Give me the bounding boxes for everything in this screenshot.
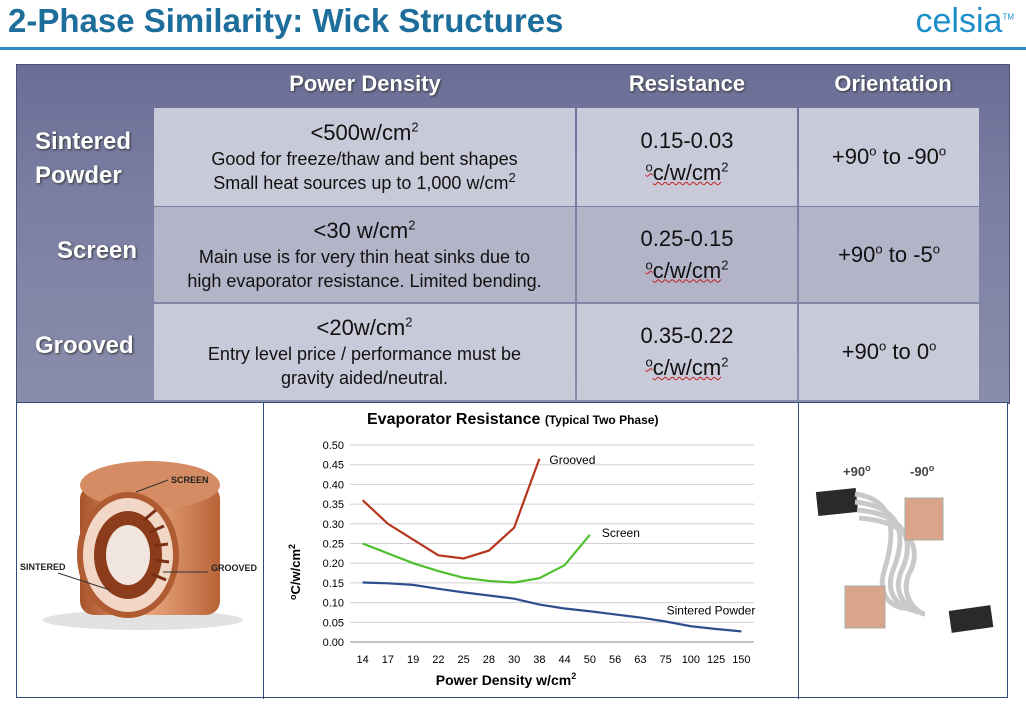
series-label: Sintered Powder xyxy=(667,604,756,618)
series-line-grooved xyxy=(361,458,541,560)
y-tick-label: 0.00 xyxy=(323,637,344,649)
series-label: Screen xyxy=(602,526,640,540)
groove-teeth xyxy=(143,508,170,582)
sintered-leader xyxy=(57,572,111,591)
heatsink-top-left xyxy=(815,487,859,517)
series-line-sintered-powder xyxy=(362,581,742,633)
x-tick-label: 75 xyxy=(660,654,672,666)
chart-series: Grooved Screen Sintered Powder xyxy=(361,453,756,633)
y-tick-labels: 0.00 0.05 0.10 0.15 0.20 0.25 0.30 0.35 0.40 0.45… xyxy=(323,440,344,649)
x-tick-labels: 14 17 19 22 25 28 30 38 44 50 56 63 75 100 125 150 xyxy=(357,654,751,666)
heat-pipe-cutaway-illustration: SCREEN SINTERED GROOVED xyxy=(20,461,258,630)
grooved-orientation-cell: +90o to 0o xyxy=(799,304,979,400)
slide-title: 2-Phase Similarity: Wick Structures xyxy=(8,2,564,39)
x-axis-label: Power Density w/cm2 xyxy=(436,671,576,688)
copper-block-top xyxy=(904,497,944,541)
sintered-density-cell: <500w/cm2 Good for freeze/thaw and bent … xyxy=(154,108,575,206)
x-tick-label: 50 xyxy=(584,654,596,666)
x-tick-label: 44 xyxy=(559,654,571,666)
x-tick-label: 14 xyxy=(357,654,369,666)
y-tick-label: 0.05 xyxy=(323,617,344,629)
sintered-orientation-cell: +90o to -90o xyxy=(799,108,979,206)
x-tick-label: 19 xyxy=(407,654,419,666)
label-grooved: GROOVED xyxy=(211,563,258,573)
y-tick-label: 0.20 xyxy=(323,558,344,570)
screen-resistance-cell: 0.25-0.15 oc/w/cm2 xyxy=(577,207,797,302)
grooved-resistance-cell: 0.35-0.22 oc/w/cm2 xyxy=(577,304,797,400)
y-tick-label: 0.30 xyxy=(323,519,344,531)
x-tick-label: 150 xyxy=(732,654,750,666)
header-power-density: Power Density xyxy=(289,71,441,96)
orientation-test-photo: +90o -90o xyxy=(815,463,994,633)
evaporator-resistance-chart: 0.00 0.05 0.10 0.15 0.20 0.25 0.30 0.35 0.40 0.45… xyxy=(287,440,756,688)
y-tick-label: 0.35 xyxy=(323,499,344,511)
y-tick-label: 0.15 xyxy=(323,578,344,590)
row-label-grooved: Grooved xyxy=(35,332,134,359)
heatsink-bottom-right xyxy=(948,605,994,633)
copper-block-bottom xyxy=(844,585,886,629)
x-tick-label: 25 xyxy=(458,654,470,666)
chart-grid xyxy=(350,444,754,643)
x-tick-label: 17 xyxy=(382,654,394,666)
header-orientation: Orientation xyxy=(834,71,952,96)
header-resistance: Resistance xyxy=(628,71,746,96)
x-tick-label: 100 xyxy=(682,654,700,666)
label-sintered: SINTERED xyxy=(20,562,66,572)
screen-density-cell: <30 w/cm2 Main use is for very thin heat… xyxy=(154,207,575,302)
panel-divider-right xyxy=(798,403,799,699)
y-tick-label: 0.50 xyxy=(323,440,344,452)
x-tick-label: 28 xyxy=(483,654,495,666)
screen-orientation-cell: +90o to -5o xyxy=(799,207,979,302)
series-label: Grooved xyxy=(549,453,595,467)
celsia-logo: celsiaTM xyxy=(915,2,1015,40)
y-tick-label: 0.40 xyxy=(323,479,344,491)
logo-text: celsia xyxy=(915,2,1003,40)
x-tick-label: 56 xyxy=(609,654,621,666)
title-divider xyxy=(0,47,1026,50)
label-plus90: +90o xyxy=(843,463,871,479)
y-axis-label: oC/w/cm2 xyxy=(287,544,303,600)
label-screen: SCREEN xyxy=(171,475,209,485)
x-tick-label: 22 xyxy=(432,654,444,666)
row-label-sintered: Sintered Powder xyxy=(35,128,132,189)
chart-title: Evaporator Resistance (Typical Two Phase… xyxy=(367,411,659,428)
x-tick-label: 125 xyxy=(707,654,725,666)
heat-pipes xyxy=(854,491,926,617)
label-minus90: -90o xyxy=(910,463,935,479)
series-line-screen xyxy=(362,534,591,584)
sintered-resistance-cell: 0.15-0.03 oc/w/cm2 xyxy=(577,108,797,206)
y-tick-label: 0.25 xyxy=(323,539,344,551)
y-tick-label: 0.45 xyxy=(323,460,344,472)
x-tick-label: 30 xyxy=(508,654,520,666)
row-label-screen: Screen xyxy=(57,237,138,264)
grooved-density-cell: <20w/cm2 Entry level price / performance… xyxy=(154,304,575,400)
x-tick-label: 38 xyxy=(533,654,545,666)
screen-leader xyxy=(135,479,169,493)
x-tick-label: 63 xyxy=(634,654,646,666)
vapor-core xyxy=(106,525,150,585)
panel-divider-left xyxy=(263,403,264,699)
y-tick-label: 0.10 xyxy=(323,598,344,610)
wick-comparison-table: Power Density Resistance Orientation Sin… xyxy=(16,64,1010,404)
